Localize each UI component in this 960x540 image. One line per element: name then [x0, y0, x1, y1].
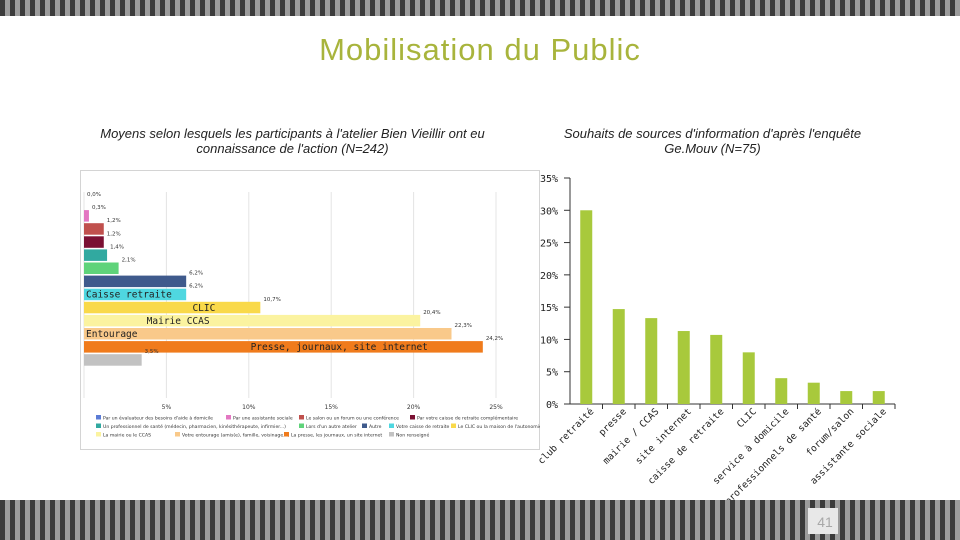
bar-inline-label: CLIC: [192, 303, 215, 314]
bar-value-label: 24,2%: [486, 336, 503, 342]
legend-label: Votre entourage (amis(e), famille, voisi…: [182, 433, 290, 439]
page-number-box: [808, 508, 838, 534]
category-label: site internet: [634, 406, 694, 466]
bar: [84, 328, 452, 340]
legend-swatch: [175, 432, 180, 437]
y-tick-label: 0%: [546, 400, 558, 411]
top-decorative-band: [0, 0, 960, 16]
bar: [84, 301, 261, 314]
legend-label: Un professionnel de santé (médecin, phar…: [103, 423, 286, 430]
bar-value-label: 22,3%: [455, 323, 472, 329]
bar: [612, 309, 625, 404]
bar-value-label: 2,1%: [122, 258, 136, 264]
legend-swatch: [389, 423, 394, 428]
bar: [645, 318, 658, 404]
bar-inline-label: Mairie CCAS: [147, 316, 210, 327]
category-label: presse: [597, 406, 629, 438]
y-tick-label: 35%: [540, 174, 558, 185]
category-label: club retraité: [536, 406, 597, 467]
legend-label: La mairie ou le CCAS: [103, 433, 151, 439]
y-tick-label: 30%: [540, 206, 558, 217]
y-tick-label: 5%: [546, 368, 558, 379]
legend-swatch: [362, 423, 367, 428]
legend-label: Par votre caisse de retraite complémenta…: [417, 415, 518, 422]
x-tick-label: 20%: [407, 404, 421, 411]
y-tick-label: 25%: [540, 239, 558, 250]
legend-label: Le CLIC ou la maison de l'autonomie: [458, 424, 540, 430]
bar: [742, 352, 755, 404]
x-tick-label: 5%: [162, 404, 172, 411]
bar: [84, 314, 421, 327]
legend-label: Autre: [369, 424, 382, 430]
legend-label: La presse, les journaux, un site interne…: [291, 433, 382, 439]
bar-value-label: 6,2%: [189, 284, 203, 290]
category-label: CLIC: [735, 406, 759, 430]
legend-label: Le salon ou un forum ou une conférence: [306, 415, 399, 422]
legend-swatch: [451, 423, 456, 428]
bar: [84, 354, 142, 366]
bar: [84, 341, 483, 353]
right-bar-chart: 0% 5% 10% 15% 20% 25% 30% 35% club retraité press…: [536, 174, 896, 500]
bar-value-label: 6,2%: [189, 271, 203, 277]
bar: [710, 334, 723, 404]
bar-inline-label: Presse, journaux, site internet: [251, 342, 428, 353]
bar: [580, 210, 593, 404]
bar: [84, 249, 108, 261]
legend-swatch: [284, 432, 289, 437]
bar: [84, 236, 104, 248]
bar: [807, 382, 820, 404]
bar: [840, 391, 853, 404]
bar-value-label: 1,4%: [110, 244, 124, 250]
legend-swatch: [96, 423, 101, 428]
bar-value-label: 3,5%: [145, 349, 159, 355]
left-chart-caption: Moyens selon lesquels les participants à…: [100, 126, 485, 156]
left-bar-chart: 5% 10% 15% 20% 25% 0,0% 0,3% 1,2% 1,2% 1,4% 2,1% 6,…: [83, 192, 540, 439]
bar: [775, 378, 788, 404]
legend-swatch: [96, 415, 101, 420]
legend-swatch: [226, 415, 231, 420]
legend-label: Lors d'un autre atelier: [306, 424, 357, 430]
bar: [84, 275, 187, 288]
bar-inline-label: Entourage: [86, 329, 138, 340]
y-tick-label: 20%: [540, 271, 558, 282]
legend-label: Non renseigné: [396, 432, 429, 439]
legend-swatch: [96, 432, 101, 437]
y-tick-label: 10%: [540, 335, 558, 346]
legend-swatch: [299, 423, 304, 428]
bar-value-label: 0,0%: [87, 192, 101, 198]
bar-inline-label: Caisse retraite: [86, 290, 172, 301]
bar: [84, 262, 119, 274]
y-tick-label: 15%: [540, 303, 558, 314]
right-chart-caption: Souhaits de sources d'information d'aprè…: [563, 126, 862, 156]
x-tick-label: 15%: [325, 404, 339, 411]
bar-value-label: 10,7%: [263, 297, 280, 303]
legend-label: Votre caisse de retraite: [396, 424, 450, 430]
slide-title: Mobilisation du Public: [319, 32, 641, 67]
bar-value-label: 0,3%: [92, 205, 106, 211]
bar: [872, 391, 885, 404]
x-tick-label: 10%: [242, 404, 256, 411]
x-tick-label: 25%: [489, 404, 503, 411]
bar-value-label: 1,2%: [107, 231, 121, 237]
bottom-decorative-band: [0, 500, 960, 540]
bar: [84, 288, 187, 301]
bar-value-label: 1,2%: [107, 218, 121, 224]
bar: [84, 223, 104, 235]
legend-label: Par une assistante sociale: [233, 416, 293, 422]
legend-swatch: [410, 415, 415, 420]
category-label: mairie / CCAS: [601, 406, 662, 467]
bar: [84, 210, 89, 222]
legend-swatch: [389, 432, 394, 437]
bar: [677, 331, 690, 404]
page-number: 41: [817, 514, 833, 530]
legend-label: Par un évaluateur des besoins d'aide à d…: [103, 415, 213, 422]
legend-swatch: [299, 415, 304, 420]
bar-value-label: 20,4%: [423, 310, 440, 316]
